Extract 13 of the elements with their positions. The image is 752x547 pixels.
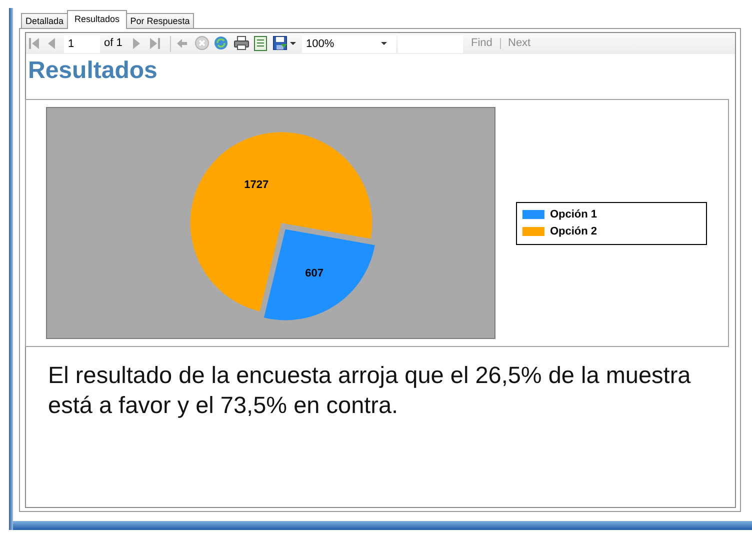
text: 1: [64, 35, 100, 53]
text: Find: [471, 37, 492, 49]
legend-label: Opción 2: [550, 226, 597, 238]
text: Por Respuesta: [126, 13, 194, 29]
text: Next: [508, 37, 531, 49]
text: Detallada: [21, 13, 68, 29]
text: of 1: [104, 37, 122, 49]
text: 100%: [302, 35, 396, 53]
chart-title: Resultados: [28, 57, 158, 85]
text: El resultado de la encuesta arroja que el 26,5% de la muestra está a favor y el 73,5% en contra.: [48, 361, 692, 420]
data-label: 1727: [244, 178, 269, 191]
legend-label: Opción 1: [550, 208, 597, 221]
data-label: 607: [305, 268, 324, 280]
